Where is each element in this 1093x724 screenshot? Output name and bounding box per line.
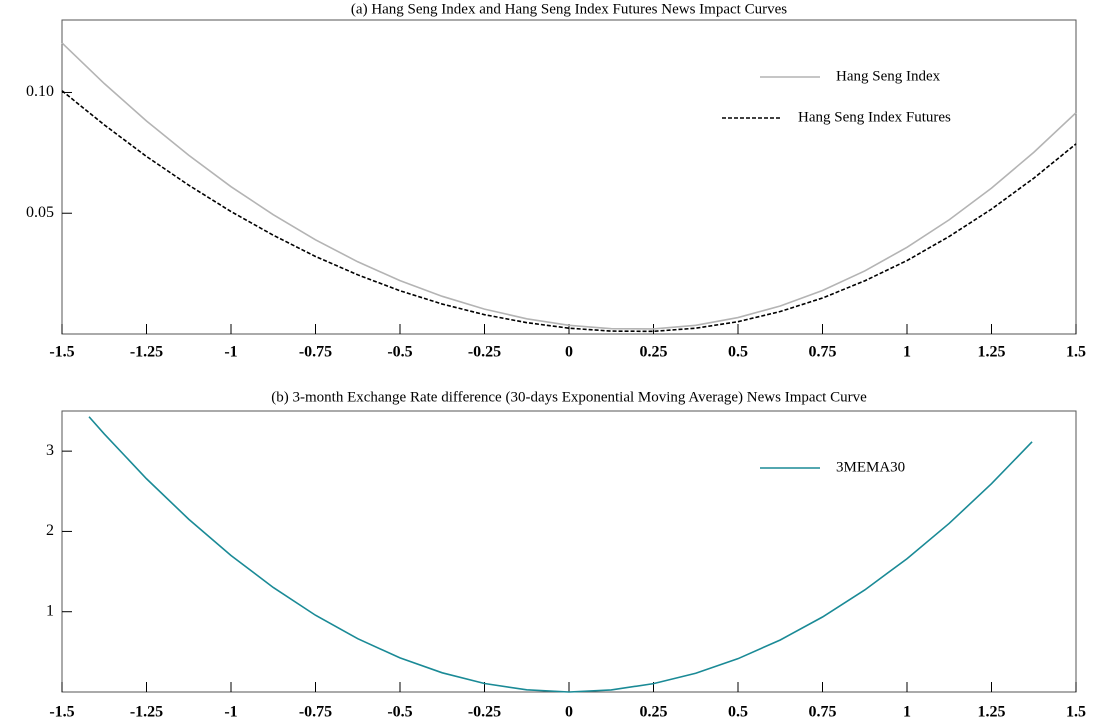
x-tick-label: 1.25	[978, 704, 1006, 721]
x-tick-label: 0.25	[640, 344, 668, 361]
plot-frame	[61, 410, 1077, 693]
x-tick-label: 1.5	[1066, 344, 1086, 361]
legend-label: Hang Seng Index	[836, 68, 941, 84]
x-tick-label: -1.5	[49, 344, 74, 361]
x-tick-label: 1	[903, 344, 911, 361]
plot-frame	[61, 19, 1077, 335]
x-tick-label: 0	[565, 704, 573, 721]
chart-title: (b) 3-month Exchange Rate difference (30…	[271, 389, 867, 405]
x-tick-label: -1.25	[130, 344, 163, 361]
y-tick-label: 1	[46, 602, 54, 619]
x-tick-label: 0.5	[728, 344, 748, 361]
x-tick-label: -1.25	[130, 704, 163, 721]
series-line	[61, 90, 1077, 333]
x-tick-label: -0.5	[387, 704, 412, 721]
x-tick-label: 1.5	[1066, 704, 1086, 721]
series-line	[88, 416, 1033, 693]
x-tick-label: -0.75	[299, 704, 332, 721]
y-tick-label: 0.10	[26, 83, 54, 100]
x-tick-label: -1.5	[49, 704, 74, 721]
chart-title: (a) Hang Seng Index and Hang Seng Index …	[351, 1, 787, 17]
x-tick-label: 0.75	[809, 344, 837, 361]
x-tick-label: 0.25	[640, 704, 668, 721]
x-tick-label: -0.75	[299, 344, 332, 361]
x-tick-label: 0	[565, 344, 573, 361]
series-line	[61, 42, 1077, 330]
legend-label: Hang Seng Index Futures	[798, 109, 951, 125]
legend-label: 3MEMA30	[836, 459, 905, 475]
x-tick-label: -1	[224, 344, 237, 361]
x-tick-label: 1.25	[978, 344, 1006, 361]
x-tick-label: -0.25	[468, 704, 501, 721]
y-tick-label: 2	[46, 522, 54, 539]
x-tick-label: -0.25	[468, 344, 501, 361]
x-tick-label: -1	[224, 704, 237, 721]
x-tick-label: 1	[903, 704, 911, 721]
y-tick-label: 0.05	[26, 204, 54, 221]
x-tick-label: 0.5	[728, 704, 748, 721]
x-tick-label: 0.75	[809, 704, 837, 721]
y-tick-label: 3	[46, 442, 54, 459]
x-tick-label: -0.5	[387, 344, 412, 361]
